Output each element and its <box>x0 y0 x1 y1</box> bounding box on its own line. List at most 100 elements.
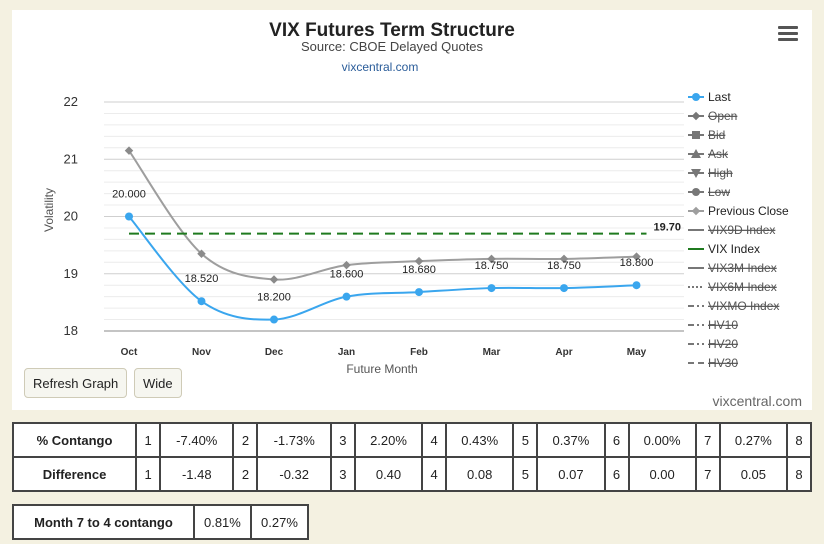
legend-label: Low <box>708 185 730 199</box>
month-7-to-4-label: Month 7 to 4 contango <box>12 504 195 540</box>
last-data-label: 18.680 <box>402 264 436 276</box>
series: 19.70 20.000 18.520 18.200 18.600 18.680 18.75… <box>112 146 681 324</box>
x-tick-label: Feb <box>410 347 428 358</box>
legend-label: Last <box>708 90 731 104</box>
y-tick-label: 21 <box>64 151 78 166</box>
last-data-label: 20.000 <box>112 189 146 201</box>
legend-label: VIX9D Index <box>708 223 775 237</box>
last-data-label: 18.750 <box>475 260 509 272</box>
last-point[interactable] <box>632 281 641 290</box>
difference-label: Difference <box>11 456 138 492</box>
x-tick-label: Apr <box>555 347 572 358</box>
difference-index-cell: 3 <box>329 456 356 492</box>
last-point[interactable] <box>197 297 206 306</box>
x-tick-label: Oct <box>121 347 138 358</box>
contango-index-cell: 5 <box>512 422 539 458</box>
contango-row: % Contango 1 -7.40% 2 -1.73% 3 2.20% 4 0.43% 5 0.… <box>11 422 812 458</box>
wide-button[interactable]: Wide <box>134 368 182 398</box>
legend-label: VIX6M Index <box>708 280 777 294</box>
legend-item[interactable]: Ask <box>688 147 729 161</box>
legend-item[interactable]: HV20 <box>688 337 738 351</box>
previous-close-point <box>342 260 351 270</box>
last-point[interactable] <box>270 315 278 324</box>
legend-label: HV10 <box>708 318 738 332</box>
watermark: vixcentral.com <box>712 393 802 409</box>
contango-index-cell: 8 <box>786 422 812 458</box>
legend-label: VIX3M Index <box>708 261 777 275</box>
source-link[interactable]: vixcentral.com <box>342 60 419 74</box>
difference-value-cell: -1.48 <box>159 456 235 492</box>
legend-item[interactable]: Previous Close <box>688 204 789 218</box>
last-data-label: 18.800 <box>620 257 654 269</box>
contango-table: % Contango 1 -7.40% 2 -1.73% 3 2.20% 4 0.43% 5 0.… <box>11 422 812 492</box>
legend-marker <box>691 206 701 216</box>
last-point[interactable] <box>560 284 568 293</box>
legend-marker <box>691 111 701 121</box>
last-data-label: 18.600 <box>330 269 364 281</box>
chart-card: VIX Futures Term Structure Source: CBOE … <box>12 10 812 410</box>
refresh-graph-button[interactable]: Refresh Graph <box>24 368 128 398</box>
last-point[interactable] <box>125 212 133 221</box>
contango-index-cell: 2 <box>232 422 259 458</box>
legend-item[interactable]: VIXMO Index <box>688 299 779 313</box>
legend-item[interactable]: VIX6M Index <box>688 280 777 294</box>
legend-item[interactable]: Low <box>688 185 730 199</box>
last-point[interactable] <box>487 284 496 293</box>
y-tick-label: 19 <box>64 266 78 281</box>
difference-index-cell: 7 <box>694 456 721 492</box>
contango-value-cell: 0.37% <box>536 422 606 458</box>
month-7-to-4-table: Month 7 to 4 contango 0.81% 0.27% <box>12 504 310 540</box>
legend-item[interactable]: VIX3M Index <box>688 261 777 275</box>
contango-index-cell: 3 <box>329 422 356 458</box>
legend-label: Previous Close <box>708 204 789 218</box>
legend-item[interactable]: High <box>688 166 733 180</box>
grid <box>104 101 684 332</box>
legend-item[interactable]: Last <box>688 90 731 104</box>
contango-value-cell: -7.40% <box>159 422 235 458</box>
legend-label: VIXMO Index <box>708 299 779 313</box>
month-7-to-4-value-1: 0.81% <box>192 504 252 540</box>
x-axis-title: Future Month <box>346 362 417 376</box>
legend-marker <box>692 131 700 139</box>
y-tick-label: 22 <box>64 94 78 109</box>
legend-label: High <box>708 166 733 180</box>
contango-value-cell: 2.20% <box>353 422 424 458</box>
y-tick-label: 18 <box>64 323 78 338</box>
legend-label: Bid <box>708 128 725 142</box>
difference-index-cell: 1 <box>135 456 162 492</box>
difference-value-cell: 0.05 <box>718 456 789 492</box>
legend-item[interactable]: VIX9D Index <box>688 223 775 237</box>
difference-index-cell: 5 <box>512 456 539 492</box>
x-tick-label: Mar <box>483 347 501 358</box>
x-tick-label: Jan <box>338 347 355 358</box>
last-point[interactable] <box>415 288 423 297</box>
contango-index-cell: 6 <box>603 422 630 458</box>
contango-index-cell: 7 <box>694 422 721 458</box>
previous-close-point <box>197 249 206 258</box>
last-data-label: 18.750 <box>547 260 581 272</box>
axes: 18 19 20 21 22 Oct Nov Dec Jan Feb Mar Apr May <box>64 94 647 358</box>
contango-value-cell: 0.27% <box>718 422 789 458</box>
difference-value-cell: 0.40 <box>353 456 424 492</box>
legend-label: VIX Index <box>708 242 760 256</box>
menu-icon[interactable] <box>778 26 798 42</box>
x-tick-label: Nov <box>192 347 211 358</box>
contango-index-cell: 1 <box>135 422 162 458</box>
legend-item[interactable]: VIX Index <box>688 242 760 256</box>
legend[interactable]: Last Open Bid Ask High Low Previous Close VIX9D… <box>688 90 789 370</box>
contango-value-cell: -1.73% <box>256 422 332 458</box>
legend-marker <box>692 93 700 101</box>
legend-label: HV30 <box>708 356 738 370</box>
legend-item[interactable]: Open <box>688 109 737 123</box>
legend-marker <box>691 149 701 158</box>
legend-item[interactable]: HV30 <box>688 356 738 370</box>
last-point[interactable] <box>342 292 351 301</box>
y-axis-title: Volatility <box>42 188 56 232</box>
difference-value-cell: -0.32 <box>256 456 332 492</box>
difference-index-cell: 4 <box>421 456 448 492</box>
difference-value-cell: 0.00 <box>627 456 697 492</box>
difference-value-cell: 0.07 <box>536 456 606 492</box>
legend-item[interactable]: Bid <box>688 128 725 142</box>
legend-item[interactable]: HV10 <box>688 318 738 332</box>
contango-index-cell: 4 <box>421 422 448 458</box>
